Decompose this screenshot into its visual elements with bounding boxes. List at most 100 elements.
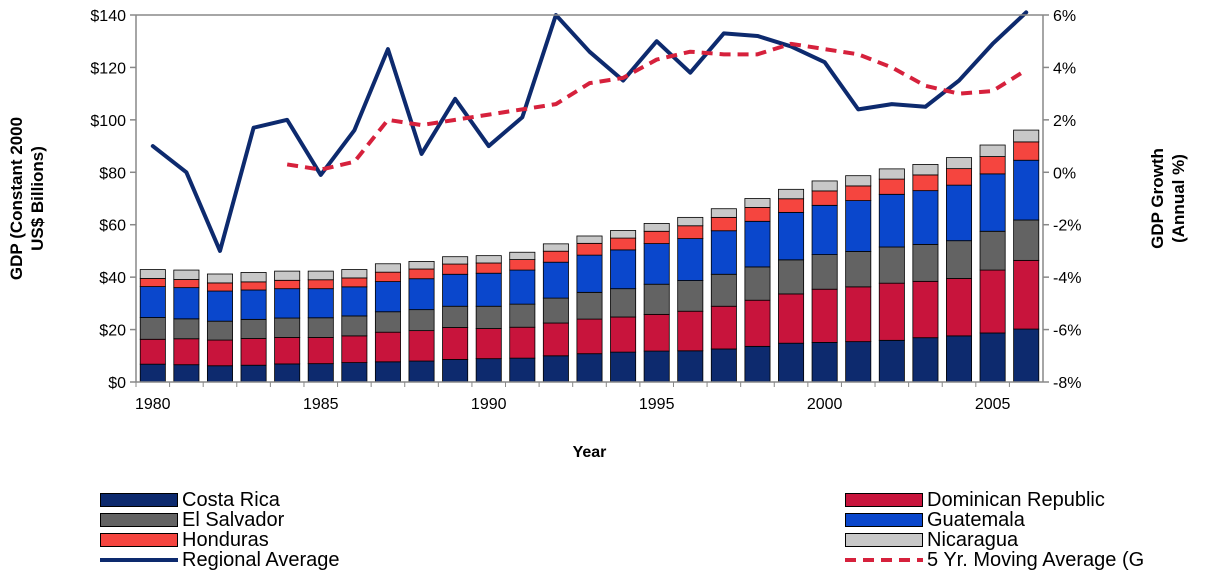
bar-nicaragua-1997 xyxy=(710,208,737,218)
bar-nicaragua-1991 xyxy=(509,251,536,260)
bar-el-salvador-1995 xyxy=(643,283,670,315)
y-tick-label-0: $0 xyxy=(108,375,126,392)
y2-tick-label-2: 2% xyxy=(1053,113,1076,130)
bar-el-salvador-1981 xyxy=(173,318,200,340)
bar-costa-rica-2002 xyxy=(878,339,905,383)
bar-nicaragua-1983 xyxy=(240,272,267,283)
bar-dominican-republic-2003 xyxy=(912,280,939,339)
bar-dominican-republic-1993 xyxy=(576,318,603,355)
bar-dominican-republic-1999 xyxy=(778,293,805,344)
y2-axis-title-line-1: GDP Growth xyxy=(1148,148,1167,249)
bar-costa-rica-2001 xyxy=(845,341,872,383)
bar-guatemala-1983 xyxy=(240,289,267,320)
bar-el-salvador-2003 xyxy=(912,243,939,282)
bar-honduras-1980 xyxy=(139,278,166,287)
legend-label: Costa Rica xyxy=(182,489,280,511)
bar-honduras-1999 xyxy=(778,198,805,213)
bar-costa-rica-1997 xyxy=(710,348,737,383)
bar-dominican-republic-2001 xyxy=(845,286,872,343)
bar-el-salvador-1982 xyxy=(206,320,233,341)
bar-nicaragua-1998 xyxy=(744,198,771,208)
bar-guatemala-1999 xyxy=(778,211,805,261)
x-tick-label-1990: 1990 xyxy=(471,396,507,413)
bar-dominican-republic-1982 xyxy=(206,339,233,367)
bar-costa-rica-1998 xyxy=(744,345,771,383)
bar-nicaragua-2003 xyxy=(912,164,939,176)
axes: $0 $20 $40 $60 $80 $100 $120 $140 -8% -6% -4% -2% 0%… xyxy=(7,8,1188,461)
y2-tick-label--6: -6% xyxy=(1053,323,1081,340)
regional-average-line xyxy=(150,10,1029,253)
bar-dominican-republic-1984 xyxy=(274,337,301,365)
y2-tick-label--2: -2% xyxy=(1053,218,1081,235)
bar-honduras-2001 xyxy=(845,185,872,201)
y-tick-label-120: $120 xyxy=(90,60,126,77)
bar-guatemala-1984 xyxy=(274,288,301,319)
bar-honduras-1989 xyxy=(442,263,469,275)
y2-axis-title: GDP Growth (Annual %) xyxy=(1148,148,1188,249)
bar-honduras-1995 xyxy=(643,230,670,244)
bar-honduras-2004 xyxy=(946,168,973,186)
y2-tick-label-4: 4% xyxy=(1053,60,1076,77)
bar-dominican-republic-1992 xyxy=(542,322,569,357)
bar-el-salvador-2002 xyxy=(878,246,905,284)
bar-el-salvador-1990 xyxy=(475,305,502,329)
bar-dominican-republic-1995 xyxy=(643,313,670,352)
bar-nicaragua-1995 xyxy=(643,222,670,232)
bar-dominican-republic-1996 xyxy=(677,310,704,352)
bar-guatemala-1994 xyxy=(610,249,637,290)
bar-el-salvador-1999 xyxy=(778,259,805,295)
bar-el-salvador-1998 xyxy=(744,266,771,301)
y-tick-label-140: $140 xyxy=(90,8,126,25)
bar-costa-rica-1988 xyxy=(408,360,435,383)
stacked-bars xyxy=(139,129,1040,383)
bar-costa-rica-1986 xyxy=(341,362,368,383)
y-tick-label-20: $20 xyxy=(99,323,126,340)
bar-nicaragua-1988 xyxy=(408,261,435,270)
bar-guatemala-2004 xyxy=(946,184,973,242)
bar-costa-rica-2003 xyxy=(912,337,939,383)
bar-honduras-2002 xyxy=(878,178,905,195)
bar-dominican-republic-1981 xyxy=(173,338,200,366)
bar-guatemala-1998 xyxy=(744,220,771,268)
bar-nicaragua-1980 xyxy=(139,269,166,279)
bar-honduras-2003 xyxy=(912,174,939,192)
bar-guatemala-2005 xyxy=(979,173,1006,232)
bar-dominican-republic-1990 xyxy=(475,328,502,360)
bar-guatemala-1996 xyxy=(677,238,704,281)
bar-honduras-2000 xyxy=(811,190,838,206)
bar-dominican-republic-1986 xyxy=(341,335,368,363)
bar-honduras-1994 xyxy=(610,237,637,251)
bar-nicaragua-1987 xyxy=(374,263,401,273)
bar-guatemala-1991 xyxy=(509,269,536,305)
bar-dominican-republic-1988 xyxy=(408,330,435,362)
bar-honduras-1986 xyxy=(341,277,368,288)
bar-honduras-1997 xyxy=(710,216,737,232)
legend-label: Honduras xyxy=(182,529,269,551)
y-axis-title-line-2: US$ Billions) xyxy=(28,146,47,251)
bar-dominican-republic-1998 xyxy=(744,299,771,347)
y2-tick-label--4: -4% xyxy=(1053,270,1081,287)
legend-swatch xyxy=(845,558,923,562)
bar-el-salvador-1992 xyxy=(542,297,569,324)
bar-nicaragua-2001 xyxy=(845,175,872,187)
y-tick-label-80: $80 xyxy=(99,165,126,182)
bar-el-salvador-1984 xyxy=(274,317,301,338)
bar-guatemala-1981 xyxy=(173,287,200,320)
legend-swatch xyxy=(100,558,178,562)
bar-guatemala-1990 xyxy=(475,272,502,307)
bar-dominican-republic-2005 xyxy=(979,269,1006,334)
bar-costa-rica-2005 xyxy=(979,332,1006,383)
gdp-chart: $0 $20 $40 $60 $80 $100 $120 $140 -8% -6% -4% -2% 0%… xyxy=(7,8,1188,461)
bar-guatemala-1992 xyxy=(542,261,569,299)
bar-nicaragua-1985 xyxy=(307,270,334,281)
bar-el-salvador-1988 xyxy=(408,309,435,332)
bar-el-salvador-2006 xyxy=(1013,219,1040,261)
bar-honduras-1990 xyxy=(475,262,502,274)
bar-honduras-1982 xyxy=(206,282,233,292)
x-tick-label-2000: 2000 xyxy=(807,396,843,413)
bar-honduras-1992 xyxy=(542,250,569,263)
y2-tick-label--8: -8% xyxy=(1053,375,1081,392)
bar-dominican-republic-1987 xyxy=(374,331,401,363)
bar-dominican-republic-1983 xyxy=(240,338,267,366)
bar-honduras-1993 xyxy=(576,242,603,256)
